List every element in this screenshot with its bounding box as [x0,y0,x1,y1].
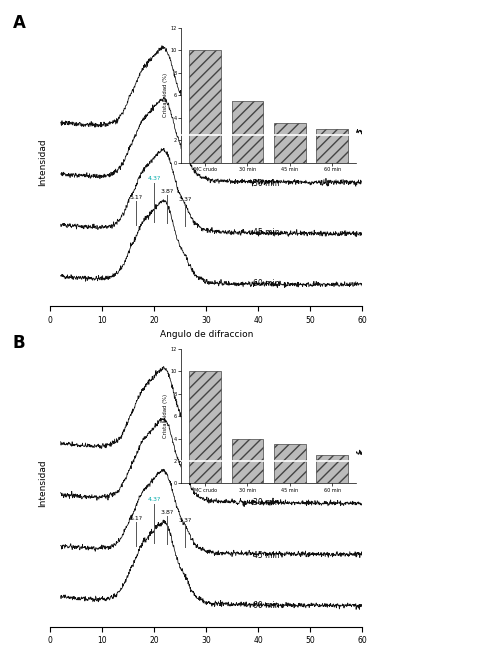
Text: 60 min: 60 min [253,601,280,610]
Text: 3.8?: 3.8? [160,510,174,514]
Text: 30 min: 30 min [253,178,280,187]
Text: 4.3?: 4.3? [147,176,161,182]
Text: 3.8?: 3.8? [160,189,174,194]
Y-axis label: Intensidad: Intensidad [39,139,47,187]
Text: A: A [13,14,26,32]
Text: 5.1?: 5.1? [129,195,143,200]
Text: 4.3?: 4.3? [147,497,161,502]
Text: 5.1?: 5.1? [129,516,143,521]
Text: 3.3?: 3.3? [179,197,192,202]
Text: 3.3?: 3.3? [179,517,192,523]
Text: 30 min: 30 min [253,498,280,507]
Text: 45 min: 45 min [253,229,280,238]
Text: 60 min: 60 min [253,279,280,288]
Y-axis label: Intensidad: Intensidad [39,459,47,507]
X-axis label: Angulo de difraccion: Angulo de difraccion [159,330,253,339]
Text: 45 min: 45 min [253,551,280,560]
Text: B: B [13,335,26,353]
Text: Maiz crudo: Maiz crudo [253,448,295,457]
Text: Maiz crudo: Maiz crudo [253,125,295,134]
